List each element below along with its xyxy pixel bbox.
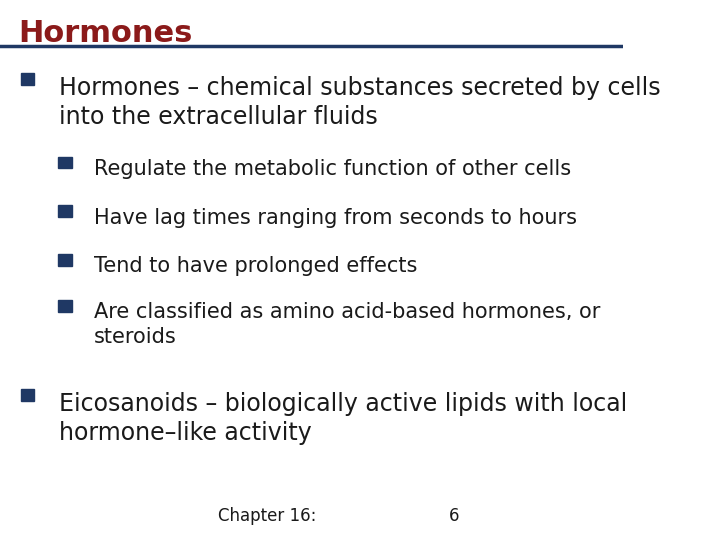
Text: Tend to have prolonged effects: Tend to have prolonged effects xyxy=(94,256,417,276)
Text: Chapter 16:: Chapter 16: xyxy=(218,507,317,525)
Bar xyxy=(58,205,72,217)
Text: Eicosanoids – biologically active lipids with local
hormone–like activity: Eicosanoids – biologically active lipids… xyxy=(59,392,627,445)
Text: Have lag times ranging from seconds to hours: Have lag times ranging from seconds to h… xyxy=(94,208,577,228)
Text: 6: 6 xyxy=(449,507,459,525)
Text: Hormones – chemical substances secreted by cells
into the extracellular fluids: Hormones – chemical substances secreted … xyxy=(59,76,661,129)
Bar xyxy=(21,389,35,401)
Bar xyxy=(58,254,72,266)
Text: Hormones: Hormones xyxy=(19,19,193,48)
Bar xyxy=(58,157,72,168)
Bar xyxy=(58,300,72,312)
Text: Are classified as amino acid-based hormones, or
steroids: Are classified as amino acid-based hormo… xyxy=(94,302,600,347)
Text: Regulate the metabolic function of other cells: Regulate the metabolic function of other… xyxy=(94,159,571,179)
Bar xyxy=(21,73,35,85)
